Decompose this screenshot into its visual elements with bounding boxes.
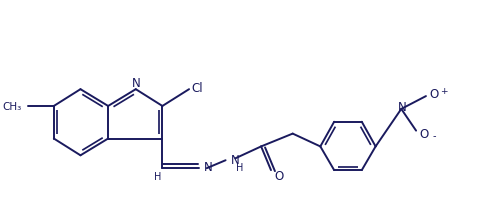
Text: Cl: Cl — [191, 81, 203, 94]
Text: N: N — [398, 101, 407, 114]
Text: +: + — [440, 86, 448, 95]
Text: O: O — [429, 87, 438, 100]
Text: O: O — [274, 169, 283, 182]
Text: H: H — [236, 162, 243, 172]
Text: -: - — [432, 131, 436, 141]
Text: H: H — [154, 171, 161, 181]
Text: O: O — [419, 128, 429, 140]
Text: N: N — [231, 153, 239, 166]
Text: N: N — [204, 160, 213, 173]
Text: CH₃: CH₃ — [2, 102, 21, 111]
Text: N: N — [131, 76, 140, 89]
